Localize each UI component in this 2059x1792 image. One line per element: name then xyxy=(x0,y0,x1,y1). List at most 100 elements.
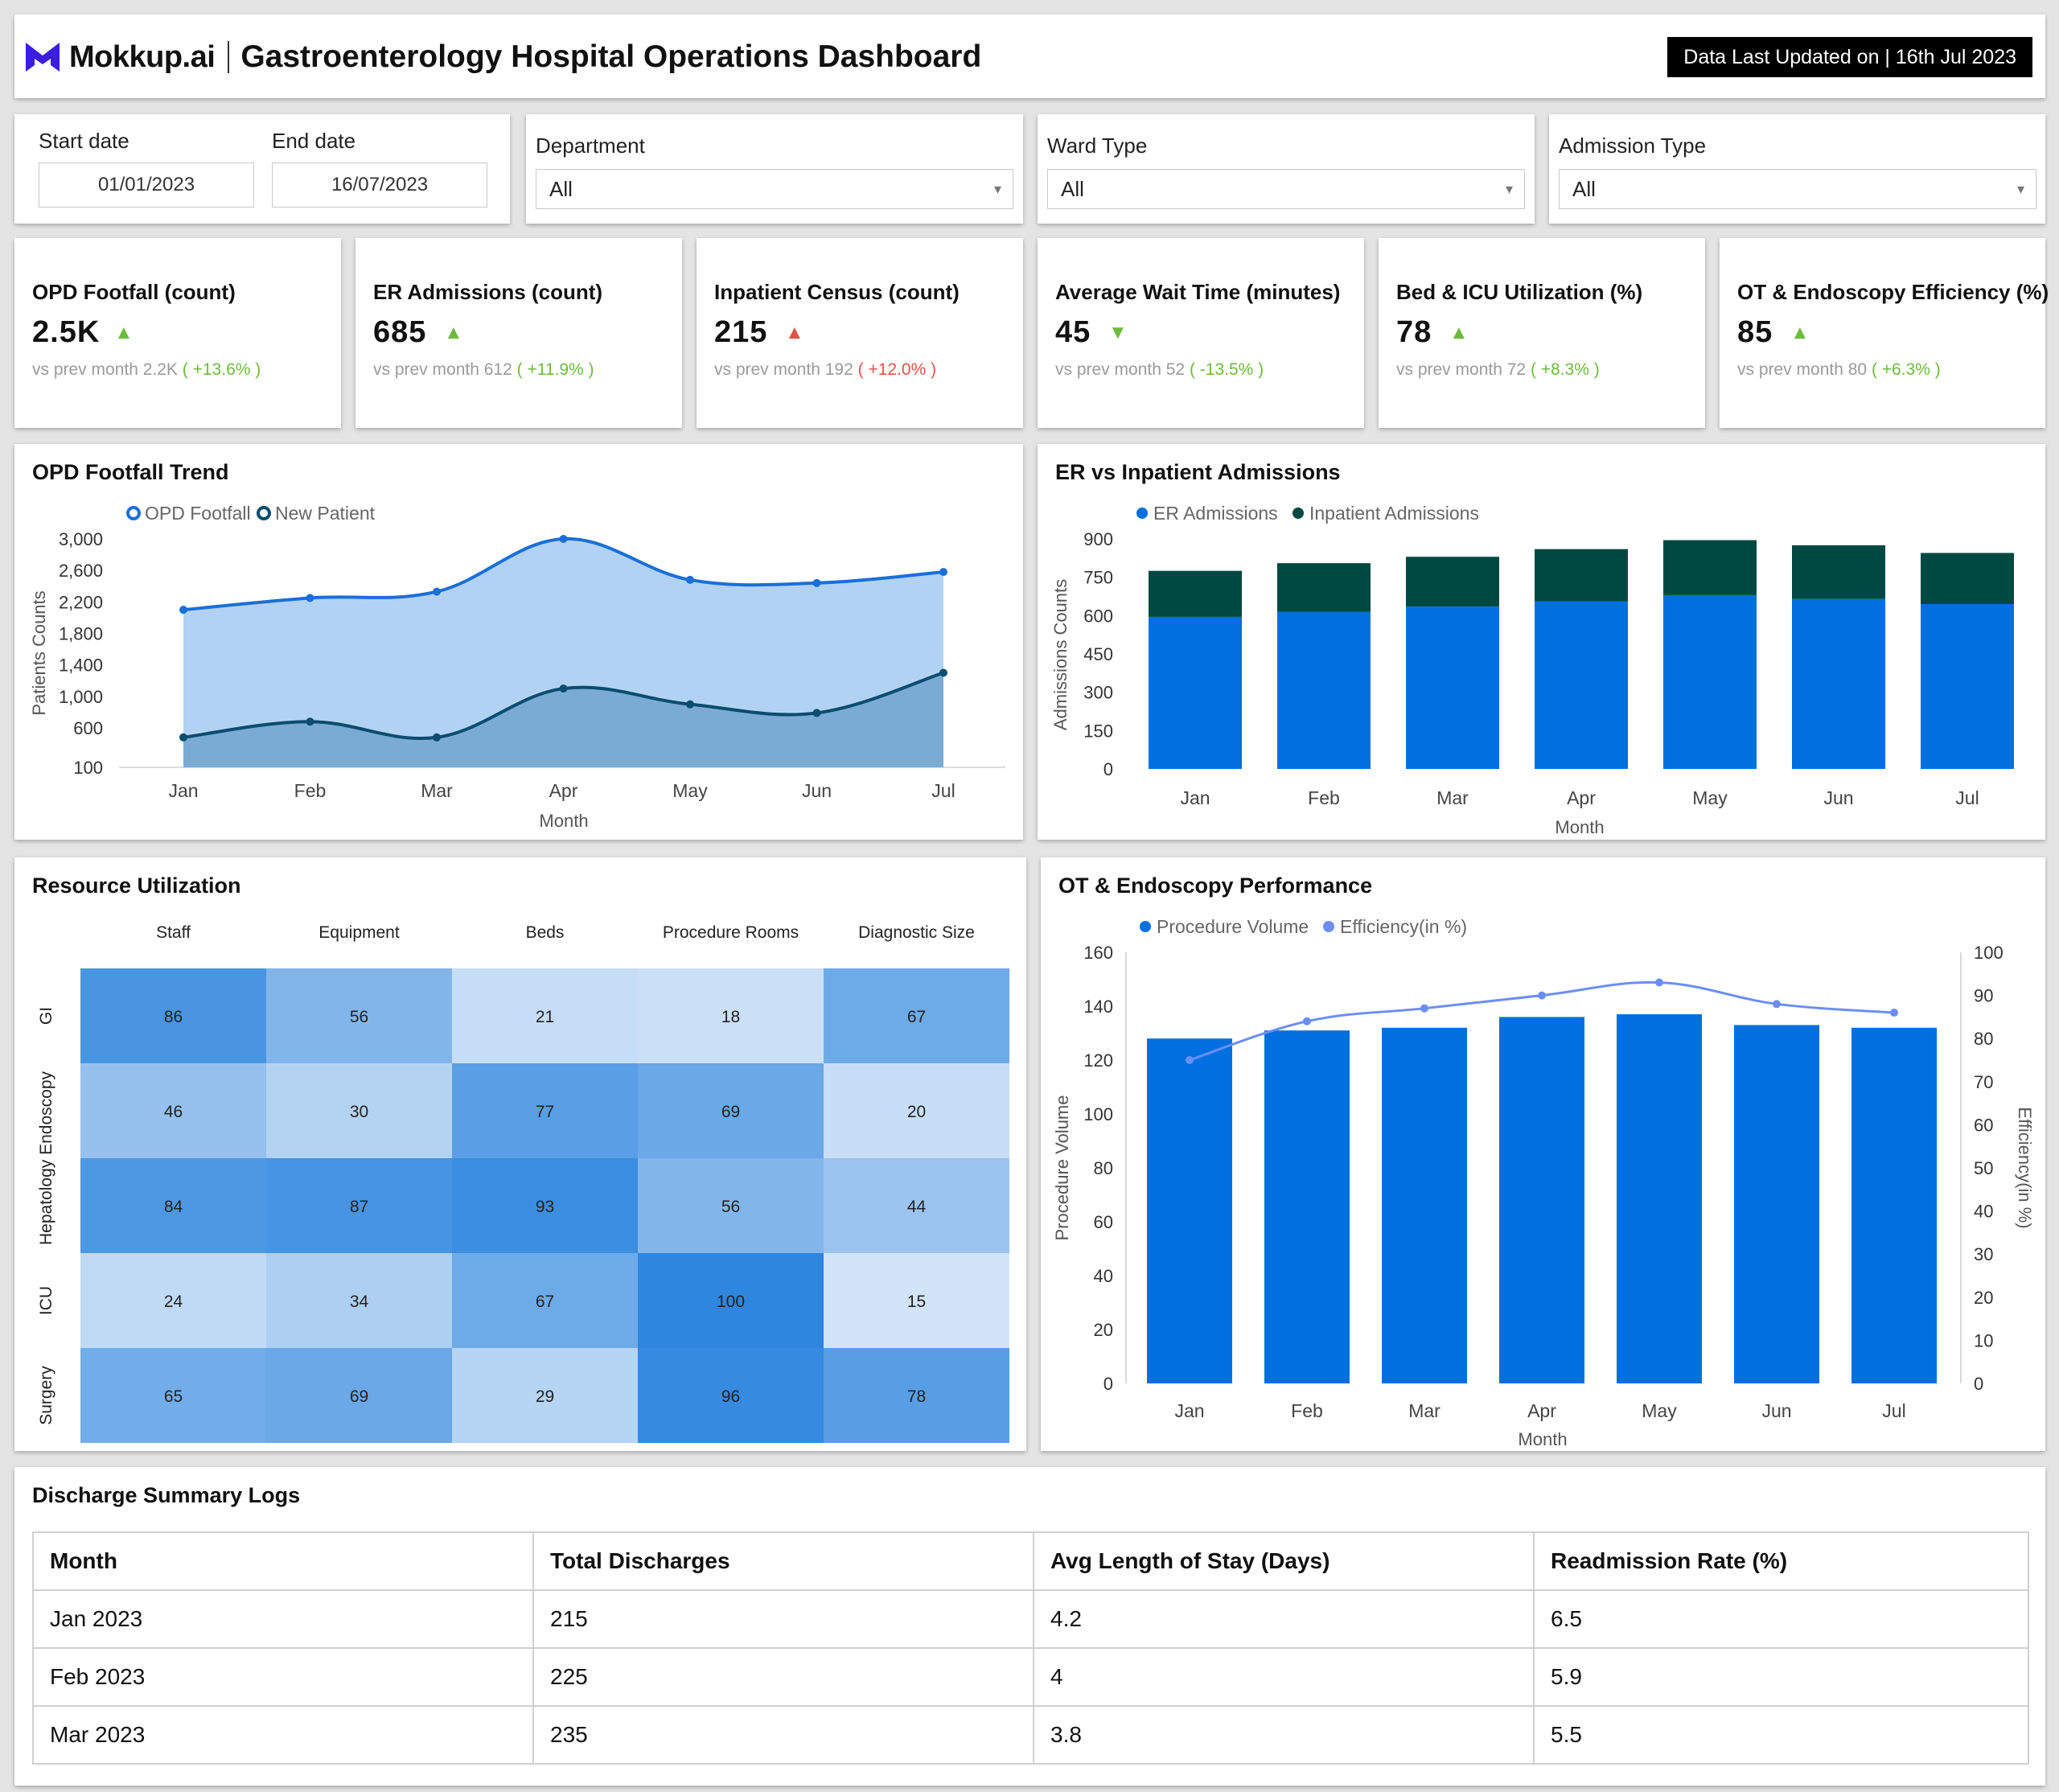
data-point xyxy=(939,668,947,677)
kpi-value: 45 xyxy=(1055,315,1091,349)
x-tick-label: Mar xyxy=(1408,1400,1440,1421)
legend-label: OPD Footfall xyxy=(145,503,251,524)
table-cell: Feb 2023 xyxy=(32,1647,534,1707)
column-header[interactable]: Total Discharges xyxy=(532,1531,1034,1591)
data-point xyxy=(1773,1000,1781,1009)
admission-type-select[interactable]: All ▾ xyxy=(1559,169,2036,209)
heatmap-cell xyxy=(452,1348,638,1443)
bar-segment-1 xyxy=(1535,549,1628,602)
heatmap-cell xyxy=(824,1348,1009,1443)
start-date-input[interactable]: 01/01/2023 xyxy=(39,162,254,208)
y-tick-label: 1,000 xyxy=(59,687,103,707)
heatmap-cell xyxy=(638,1348,824,1443)
ward-type-select[interactable]: All ▾ xyxy=(1047,169,1525,209)
y-tick-label: 2,200 xyxy=(59,592,103,612)
table-cell: 5.5 xyxy=(1533,1705,2029,1765)
bar-segment-1 xyxy=(1277,563,1371,612)
bar-segment-1 xyxy=(1921,553,2014,605)
x-axis-title: Month xyxy=(1518,1429,1567,1449)
y-tick-label: 3,000 xyxy=(59,529,103,549)
column-header[interactable]: Readmission Rate (%) xyxy=(1533,1531,2029,1591)
column-header[interactable]: Avg Length of Stay (Days) xyxy=(1033,1531,1535,1591)
y2-tick-label: 40 xyxy=(1974,1202,1993,1222)
data-point xyxy=(559,535,568,543)
y-tick-label: 100 xyxy=(73,758,103,778)
table-cell: 215 xyxy=(532,1589,1034,1649)
opd-footfall-chart: 3,000 2,600 2,200 1,800 1,400 1,000 600 100 OPD … xyxy=(29,503,1005,831)
legend-marker xyxy=(1293,508,1304,519)
chevron-down-icon: ▾ xyxy=(993,181,1001,197)
kpi-card-ot-endoscopy-efficiency: OT & Endoscopy Efficiency (%) 85 ▲ vs pr… xyxy=(1720,238,2049,428)
chevron-down-icon: ▾ xyxy=(1505,181,1513,197)
y-tick-label: 600 xyxy=(1083,606,1113,626)
department-label: Department xyxy=(536,134,645,158)
cell-value: 93 xyxy=(536,1198,554,1216)
x-tick-label: May xyxy=(1692,787,1728,808)
kpi-card-er-admissions: ER Admissions (count) 685 ▲ vs prev mont… xyxy=(355,238,682,428)
cell-value: 18 xyxy=(721,1008,740,1026)
data-point xyxy=(179,733,187,742)
kpi-title: Bed & ICU Utilization (%) xyxy=(1396,280,1643,304)
kpi-value: 2.5K xyxy=(32,315,101,349)
heatmap-cell xyxy=(266,1158,452,1253)
kpi-card-bed-icu-utilization: Bed & ICU Utilization (%) 78 ▲ vs prev m… xyxy=(1379,238,1705,428)
y-tick-label: 120 xyxy=(1083,1050,1113,1071)
y2-tick-label: 20 xyxy=(1974,1288,1993,1308)
series-area-0 xyxy=(183,538,943,767)
y-tick-label: 1,400 xyxy=(59,656,103,676)
x-tick-label: Jul xyxy=(1882,1400,1905,1421)
heatmap-cell xyxy=(266,1348,452,1443)
end-date-input[interactable]: 16/07/2023 xyxy=(272,162,487,208)
row-label: GI xyxy=(37,1007,55,1025)
cell-value: 100 xyxy=(717,1293,745,1311)
table-row[interactable]: Jan 2023 215 4.2 6.5 xyxy=(32,1589,2029,1649)
x-tick-label: Jul xyxy=(1955,787,1979,808)
x-tick-label: Mar xyxy=(1436,787,1469,808)
heatmap-cell xyxy=(824,968,1009,1063)
bar-segment-1 xyxy=(1663,540,1757,595)
heatmap-cell xyxy=(824,1063,1009,1158)
y-tick-label: 80 xyxy=(1094,1158,1113,1178)
cell-value: 69 xyxy=(350,1387,368,1406)
cell-value: 46 xyxy=(164,1103,183,1121)
kpi-comparison: vs prev month 72 ( +8.3% ) xyxy=(1396,360,1600,379)
table-row[interactable]: Mar 2023 235 3.8 5.5 xyxy=(32,1705,2029,1765)
heatmap-cell xyxy=(452,1158,638,1253)
y-tick-label: 900 xyxy=(1083,529,1113,549)
end-date-label: End date xyxy=(272,129,356,153)
x-tick-label: Jan xyxy=(1180,787,1210,808)
column-label: Equipment xyxy=(319,923,400,942)
x-tick-label: Feb xyxy=(1308,787,1340,808)
department-select[interactable]: All ▾ xyxy=(536,169,1013,209)
panel-title: OT & Endoscopy Performance xyxy=(1058,873,1373,898)
table-row[interactable]: Feb 2023 225 4 5.9 xyxy=(32,1647,2029,1707)
legend-label: New Patient xyxy=(275,503,376,524)
heatmap-cell xyxy=(452,1063,638,1158)
cell-value: 30 xyxy=(350,1103,368,1121)
bar xyxy=(1851,1027,1937,1383)
table-cell: 6.5 xyxy=(1533,1589,2029,1649)
data-point xyxy=(559,684,568,693)
cell-value: 56 xyxy=(350,1008,368,1026)
cell-value: 34 xyxy=(350,1293,369,1311)
table-cell: 4.2 xyxy=(1033,1589,1535,1649)
cell-value: 24 xyxy=(164,1293,183,1311)
bar-segment-0 xyxy=(1277,611,1371,769)
x-tick-label: May xyxy=(1642,1400,1677,1421)
date-filter-card: Start date End date 01/01/2023 16/07/202… xyxy=(14,114,510,224)
data-point xyxy=(433,587,441,596)
x-axis-title: Month xyxy=(539,811,588,831)
column-label: Staff xyxy=(156,923,191,942)
column-header[interactable]: Month xyxy=(32,1531,534,1591)
department-value: All xyxy=(549,177,573,201)
kpi-value: 78 xyxy=(1396,315,1432,349)
heatmap-cell xyxy=(80,1063,266,1158)
table-cell: 3.8 xyxy=(1033,1705,1535,1765)
trend-up-icon: ▲ xyxy=(785,322,804,343)
dashboard-title: Gastroenterology Hospital Operations Das… xyxy=(240,39,982,74)
x-tick-label: Jun xyxy=(802,780,832,801)
bar-segment-0 xyxy=(1921,604,2014,769)
y2-tick-label: 10 xyxy=(1974,1330,1993,1350)
cell-value: 69 xyxy=(721,1103,740,1121)
resource-utilization-panel: Resource Utilization Staff Equipment Beds P… xyxy=(14,857,1026,1451)
